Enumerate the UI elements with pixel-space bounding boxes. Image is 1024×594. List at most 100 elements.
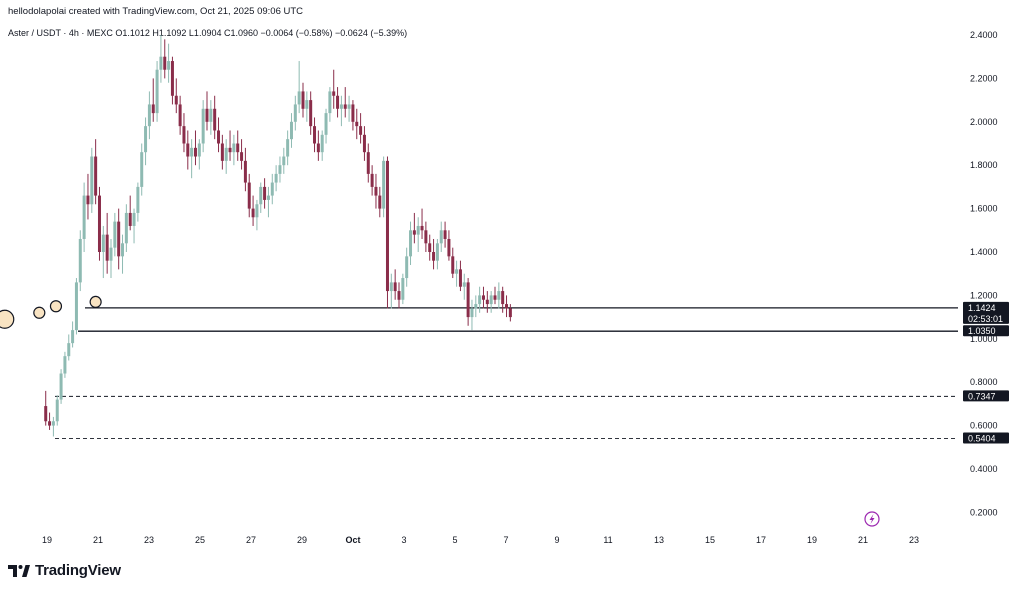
highlight-marker — [33, 306, 46, 319]
x-tick-label: 19 — [807, 535, 817, 545]
candle-body — [301, 91, 305, 109]
lightning-icon-ring — [864, 511, 880, 527]
y-tick-label: 0.8000 — [970, 377, 998, 387]
y-tick-label: 1.4000 — [970, 247, 998, 257]
candle-body — [481, 295, 485, 300]
candle-body — [144, 126, 148, 153]
candle-body — [136, 186, 140, 213]
candle-body — [101, 234, 105, 252]
candle-body — [339, 104, 343, 109]
candle-body — [305, 100, 309, 109]
x-tick-label: 23 — [909, 535, 919, 545]
candle-body — [343, 104, 347, 109]
candle-body — [128, 212, 132, 226]
price-label: 0.5404 — [968, 434, 996, 444]
x-tick-label: 19 — [42, 535, 52, 545]
price-label: 0.7347 — [968, 391, 996, 401]
candle-body — [489, 295, 493, 305]
x-tick-label: 21 — [93, 535, 103, 545]
price-label-box — [963, 325, 1009, 337]
candle-body — [74, 282, 78, 331]
x-tick-label: 25 — [195, 535, 205, 545]
brand-footer: TradingView — [8, 562, 121, 579]
y-tick-label: 1.8000 — [970, 160, 998, 170]
candle-body — [412, 230, 416, 235]
candle-body — [393, 282, 397, 292]
candle-body — [228, 147, 232, 153]
highlight-marker — [49, 300, 63, 313]
candle-body — [485, 299, 489, 305]
candle-body — [474, 304, 478, 309]
candle-body — [174, 95, 178, 105]
candle-body — [347, 104, 351, 109]
candle-body — [470, 308, 474, 318]
candle-body — [259, 186, 263, 205]
candle-body — [193, 147, 197, 157]
price-label: 1.1424 — [968, 303, 996, 313]
candle-body — [278, 165, 282, 174]
candle-body — [67, 343, 71, 357]
candle-body — [274, 173, 278, 183]
candle-body — [209, 108, 213, 122]
candle-body — [458, 269, 462, 287]
candle-body — [505, 304, 509, 309]
candle-body — [240, 152, 244, 161]
highlight-marker — [89, 295, 102, 309]
candle-body — [170, 61, 174, 96]
x-tick-label: 21 — [858, 535, 868, 545]
candle-body — [197, 143, 201, 157]
candle-body — [178, 104, 182, 127]
candle-body — [182, 126, 186, 144]
candle-body — [451, 256, 455, 274]
countdown-label: 02:53:01 — [968, 314, 1003, 324]
candle-body — [309, 100, 313, 127]
lightning-icon[interactable] — [864, 511, 880, 527]
candle-body — [71, 330, 75, 344]
candle-body — [355, 121, 359, 127]
candle-body — [140, 152, 144, 187]
candle-body — [78, 238, 82, 283]
candle-body — [370, 173, 374, 187]
x-tick-label: 13 — [654, 535, 664, 545]
candle-body — [297, 91, 301, 105]
candle-body — [508, 308, 512, 318]
candle-body — [190, 147, 194, 157]
candle-body — [439, 230, 443, 244]
candle-body — [151, 104, 155, 114]
x-tick-label: 9 — [554, 535, 559, 545]
candle-body — [59, 373, 63, 400]
candle-body — [362, 134, 366, 153]
candle-body — [109, 247, 113, 261]
candle-body — [478, 295, 482, 305]
brand-name: TradingView — [35, 562, 121, 579]
candle-body — [432, 252, 436, 261]
candle-body — [378, 195, 382, 209]
candle-body — [359, 126, 363, 135]
candle-body — [455, 269, 459, 274]
candle-body — [424, 230, 428, 244]
y-tick-label: 2.4000 — [970, 30, 998, 40]
candle-body — [382, 160, 386, 209]
x-tick-label: Oct — [345, 535, 360, 545]
x-tick-label: 29 — [297, 535, 307, 545]
candle-body — [466, 282, 470, 318]
candle-body — [428, 243, 432, 252]
candle-body — [255, 204, 259, 218]
candle-body — [55, 399, 59, 422]
symbol-info: Aster / USDT · 4h · MEXC O1.1012 H1.1092… — [8, 28, 407, 38]
candle-body — [105, 234, 109, 261]
candle-body — [243, 160, 247, 183]
candle-body — [289, 121, 293, 140]
candle-body — [401, 278, 405, 300]
symbol-line: Aster / USDT · 4h · MEXC — [8, 28, 113, 38]
candle-body — [293, 104, 297, 122]
price-label-box — [963, 390, 1009, 402]
candle-body — [320, 134, 324, 153]
candle-body — [217, 130, 221, 144]
candle-body — [97, 195, 101, 252]
y-tick-label: 2.2000 — [970, 73, 998, 83]
candle-body — [443, 230, 447, 239]
candle-body — [82, 195, 86, 239]
candle-body — [220, 143, 224, 161]
